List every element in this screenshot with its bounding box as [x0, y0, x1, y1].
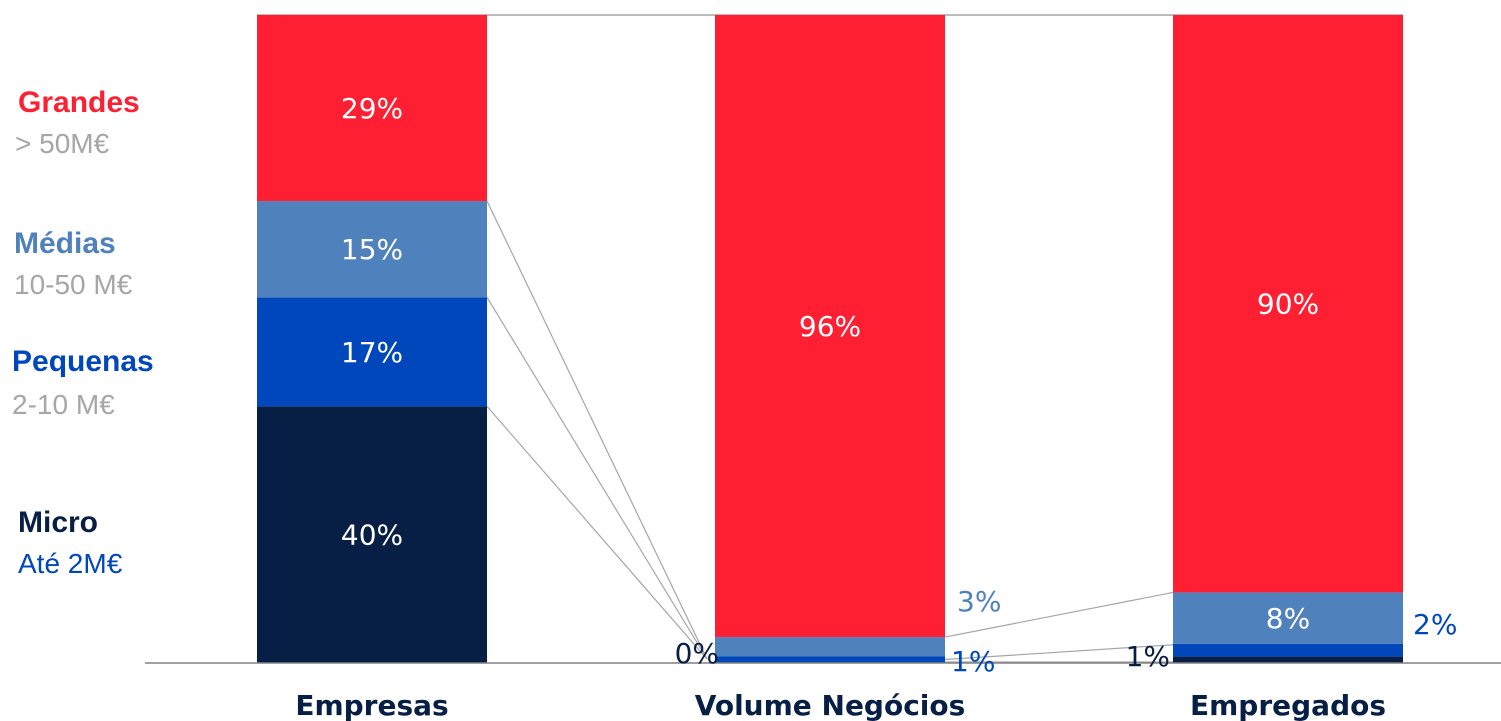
bar-segment-empregados-pequenas: [1173, 643, 1403, 657]
legend-name-micro: Micro: [18, 506, 99, 539]
data-label-empregados-medias: 8%: [1266, 602, 1310, 635]
connector-line: [486, 296, 708, 660]
data-label-empregados-pequenas: 2%: [1413, 608, 1457, 641]
data-label-empresas-pequenas: 17%: [341, 336, 403, 369]
legend-range-micro: Até 2M€: [18, 548, 123, 579]
legend-name-grandes: Grandes: [18, 86, 140, 119]
data-label-empresas-micro: 40%: [341, 519, 403, 552]
legend-range-medias: 10-50 M€: [14, 269, 133, 300]
data-label-empregados-micro: 1%: [1126, 640, 1170, 673]
legend-range-pequenas: 2-10 M€: [12, 389, 115, 420]
connector-line: [486, 405, 708, 660]
data-label-volume-negocios-pequenas: 1%: [951, 645, 995, 678]
data-label-empresas-grandes: 29%: [341, 92, 403, 125]
connector-line: [944, 591, 1174, 638]
connector-line: [486, 200, 708, 660]
data-label-volume-negocios-micro: 0%: [675, 637, 719, 670]
bar-segment-empregados-micro: [1173, 656, 1403, 663]
legend-name-pequenas: Pequenas: [12, 345, 154, 378]
bar-segment-empregados-grandes: [1173, 15, 1403, 593]
data-label-volume-negocios-grandes: 96%: [799, 310, 861, 343]
category-label-volume-negocios: Volume Negócios: [695, 689, 966, 721]
bar-segment-empregados-medias: [1173, 592, 1403, 644]
bar-segment-empresas-grandes: [257, 15, 487, 202]
chart-legend: Grandes > 50M€ Médias 10-50 M€ Pequenas …: [0, 0, 240, 721]
category-label-empresas: Empresas: [295, 689, 448, 721]
data-label-volume-negocios-medias: 3%: [957, 585, 1001, 618]
data-label-empregados-grandes: 90%: [1257, 288, 1319, 321]
bar-segment-empresas-micro: [257, 406, 487, 663]
bar-segment-volume-negocios-pequenas: [715, 656, 945, 663]
bar-segment-empresas-pequenas: [257, 297, 487, 407]
bar-segment-empresas-medias: [257, 201, 487, 298]
connector-line: [944, 644, 1174, 661]
bar-segment-volume-negocios-grandes: [715, 15, 945, 638]
legend-range-grandes: > 50M€: [15, 128, 110, 159]
bar-segment-volume-negocios-medias: [715, 637, 945, 657]
legend-name-medias: Médias: [14, 227, 116, 260]
data-label-empresas-medias: 15%: [341, 233, 403, 266]
category-label-empregados: Empregados: [1190, 689, 1386, 721]
